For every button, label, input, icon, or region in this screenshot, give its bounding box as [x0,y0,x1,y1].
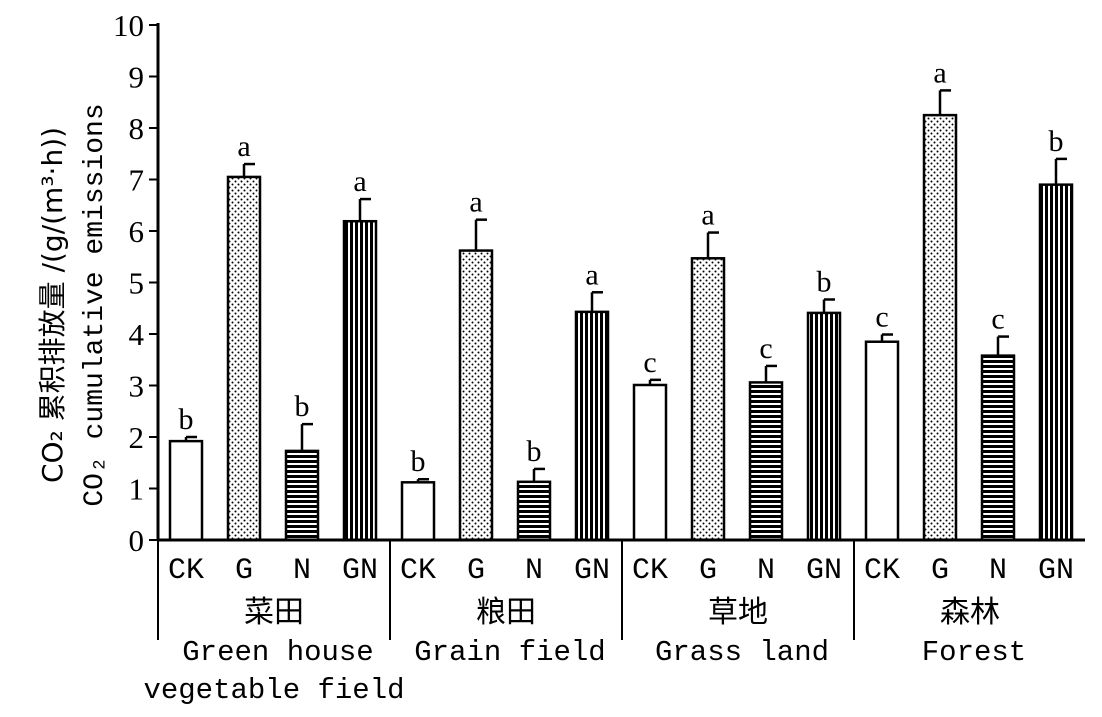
y-tick-label: 3 [129,369,145,404]
y-axis: 0 1 2 3 4 5 6 7 8 9 10 [113,8,160,558]
y-axis-label-line2: CO₂ cumulative emissions [80,103,111,506]
x-tick-label: N [989,554,1007,588]
significance-label: b [411,445,426,478]
significance-label: a [701,199,714,232]
y-tick-label: 4 [129,317,145,352]
x-tick-label: G [931,554,949,588]
significance-label: c [643,346,656,379]
bar [168,439,204,542]
significance-label: c [875,301,888,334]
x-tick-label: G [235,554,253,588]
significance-label: a [933,56,946,89]
bar [458,249,494,542]
bar [1038,183,1074,542]
group-label-en: Grain field [414,636,605,669]
group-label-cn: 菜田 [244,595,304,630]
bar [226,175,262,542]
group-label-en: Grass land [655,636,829,669]
y-tick-label: 7 [129,163,145,198]
x-tick-label: GN [342,554,378,588]
x-tick-label: N [757,554,775,588]
bar [980,354,1016,542]
significance-label: b [295,390,310,423]
x-tick-label: GN [806,554,842,588]
x-tick-label: CK [632,554,668,588]
bar [690,257,726,542]
bars: b a b a b a b a c a c b c a c b [168,56,1074,542]
x-tick-label: CK [400,554,436,588]
x-tick-label: CK [864,554,900,588]
x-tick-label: CK [168,554,204,588]
x-tick-label: N [293,554,311,588]
bar [806,311,842,542]
y-tick-label: 8 [129,111,145,146]
x-tick-label: N [525,554,543,588]
group-label-en: Green house [182,636,373,669]
significance-label: c [759,332,772,365]
y-tick-label: 0 [129,523,145,558]
x-tick-label: GN [574,554,610,588]
y-axis-label: CO₂ 累积排放量 /(g/(m³·h)) CO₂ cumulative emi… [36,103,111,506]
bar [400,481,436,542]
significance-label: a [353,165,366,198]
y-tick-label: 5 [129,266,145,301]
significance-label: b [527,435,542,468]
x-tick-label: G [467,554,485,588]
bar [516,480,552,542]
bar [342,219,378,542]
significance-label: b [179,403,194,436]
bar [632,383,668,542]
significance-label: c [991,303,1004,336]
group-label-cn: 森林 [940,595,1000,630]
significance-label: a [585,258,598,291]
group-label-cn: 草地 [708,595,768,630]
y-axis-label-line1: CO₂ 累积排放量 /(g/(m³·h)) [36,127,69,483]
x-tick-label: G [699,554,717,588]
significance-label: a [237,130,250,163]
y-tick-label: 9 [129,60,145,95]
bar [864,340,900,542]
significance-label: a [469,186,482,219]
bar [748,381,784,542]
bar [922,113,958,542]
group-label-en-line2: vegetable field [143,674,404,707]
y-tick-label: 6 [129,214,145,249]
bar [574,310,610,542]
y-tick-label: 10 [113,8,144,43]
significance-label: b [1049,125,1064,158]
x-tick-label: GN [1038,554,1074,588]
y-tick-label: 2 [129,420,145,455]
group-label-cn: 粮田 [476,595,536,630]
y-tick-label: 1 [129,472,145,507]
bar [284,449,320,542]
group-label-en: Forest [922,636,1026,669]
significance-label: b [817,265,832,298]
